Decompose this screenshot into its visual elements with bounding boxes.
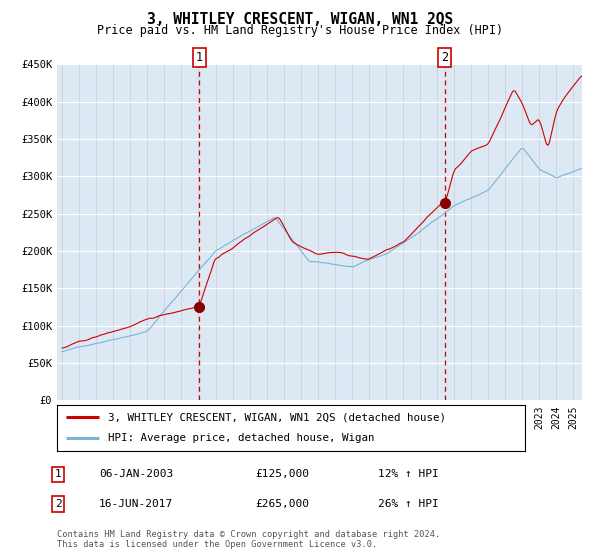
Text: £265,000: £265,000 <box>255 499 309 509</box>
Text: Contains HM Land Registry data © Crown copyright and database right 2024.
This d: Contains HM Land Registry data © Crown c… <box>57 530 440 549</box>
Text: 3, WHITLEY CRESCENT, WIGAN, WN1 2QS: 3, WHITLEY CRESCENT, WIGAN, WN1 2QS <box>147 12 453 27</box>
Text: 16-JUN-2017: 16-JUN-2017 <box>99 499 173 509</box>
Text: 3, WHITLEY CRESCENT, WIGAN, WN1 2QS (detached house): 3, WHITLEY CRESCENT, WIGAN, WN1 2QS (det… <box>109 412 446 422</box>
Text: 12% ↑ HPI: 12% ↑ HPI <box>378 469 439 479</box>
Text: 1: 1 <box>196 52 203 64</box>
Text: 2: 2 <box>442 52 449 64</box>
Text: HPI: Average price, detached house, Wigan: HPI: Average price, detached house, Wiga… <box>109 433 375 444</box>
Text: 1: 1 <box>55 469 62 479</box>
Text: 2: 2 <box>55 499 62 509</box>
Text: £125,000: £125,000 <box>255 469 309 479</box>
Text: 06-JAN-2003: 06-JAN-2003 <box>99 469 173 479</box>
Text: 26% ↑ HPI: 26% ↑ HPI <box>378 499 439 509</box>
Text: Price paid vs. HM Land Registry's House Price Index (HPI): Price paid vs. HM Land Registry's House … <box>97 24 503 37</box>
